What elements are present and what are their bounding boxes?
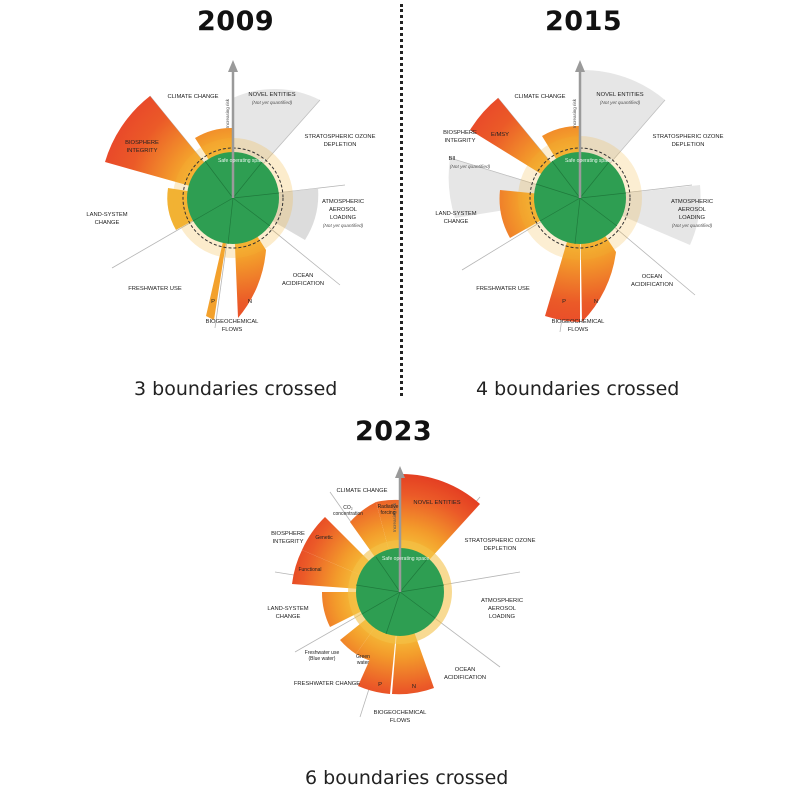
label-ocean-2: ACIDIFICATION	[282, 281, 324, 287]
inner-spokes	[192, 160, 280, 245]
label-land-1: LAND-SYSTEM	[86, 212, 127, 218]
label-bio-2: FLOWS	[568, 327, 589, 333]
label-aerosol-3: LOADING	[330, 215, 357, 221]
label-co2-b: concentration	[333, 511, 363, 517]
label-land-2: CHANGE	[95, 220, 120, 226]
label-biosphere-1: BIOSPHERE	[271, 531, 305, 537]
year-title-2009: 2009	[197, 6, 275, 37]
label-aerosol-2: AEROSOL	[678, 207, 707, 213]
label-land-2: CHANGE	[276, 614, 301, 620]
label-p: P	[378, 682, 382, 688]
label-biosphere-1: BIOSPHERE	[125, 140, 159, 146]
label-ozone-2: DEPLETION	[484, 546, 517, 552]
label-ozone-2: DEPLETION	[672, 142, 705, 148]
axis-arrowhead	[228, 60, 238, 72]
axis-label: Increasing risk	[225, 98, 230, 128]
label-bio-2: FLOWS	[222, 327, 243, 333]
label-radiative-2: forcing	[380, 510, 395, 516]
label-genetic: Genetic	[315, 535, 333, 541]
label-bio-1: BIOGEOCHEMICAL	[374, 710, 428, 716]
inner-spokes	[355, 556, 445, 635]
label-novel-sub: (Not yet quantified)	[252, 100, 293, 106]
diagram-2009: Increasing risk Safe operating space CLI…	[86, 60, 376, 333]
label-ocean-2: ACIDIFICATION	[631, 282, 673, 288]
label-n: N	[412, 684, 416, 690]
caption-2023: 6 boundaries crossed	[305, 767, 509, 789]
axis-label: Increasing risk	[392, 502, 397, 532]
label-green-2: water	[357, 660, 370, 666]
axis-arrowhead	[395, 466, 405, 478]
year-title-2023: 2023	[355, 416, 433, 447]
label-bio-1: BIOGEOCHEMICAL	[206, 319, 260, 325]
label-ozone-1: STRATOSPHERIC OZONE	[653, 134, 724, 140]
label-aerosol-1: ATMOSPHERIC	[481, 598, 523, 604]
label-functional: Functional	[298, 567, 321, 573]
label-aerosol-sub: (Not yet quantified)	[323, 223, 364, 229]
label-n: N	[594, 299, 598, 305]
label-green-1: Green	[356, 654, 370, 660]
label-blue-2: (Blue water)	[309, 656, 336, 662]
label-ocean-1: OCEAN	[455, 667, 476, 673]
label-ozone-1: STRATOSPHERIC OZONE	[305, 134, 376, 140]
label-biosphere-1: BIOSPHERE	[443, 130, 477, 136]
label-aerosol-2: AEROSOL	[329, 207, 358, 213]
label-blue-1: Freshwater use	[305, 650, 340, 656]
label-aerosol-sub: (Not yet quantified)	[672, 223, 713, 229]
label-novel-entities: NOVEL ENTITIES	[596, 92, 643, 98]
label-n: N	[248, 299, 252, 305]
label-freshwater: FRESHWATER USE	[128, 286, 182, 292]
safe-label: Safe operating space	[382, 556, 429, 562]
label-novel-entities: NOVEL ENTITIES	[248, 92, 295, 98]
label-aerosol-2: AEROSOL	[488, 606, 517, 612]
label-bio-1: BIOGEOCHEMICAL	[552, 319, 606, 325]
label-co2-a: CO₂	[343, 505, 353, 511]
label-ocean-1: OCEAN	[293, 273, 314, 279]
label-land-1: LAND-SYSTEM	[435, 211, 476, 217]
label-biosphere-2: INTEGRITY	[445, 138, 476, 144]
label-freshwater: FRESHWATER CHANGE	[294, 681, 360, 687]
axis-arrowhead	[575, 60, 585, 72]
vertical-dotted-divider	[400, 4, 403, 396]
label-p: P	[562, 299, 566, 305]
label-ocean-2: ACIDIFICATION	[444, 675, 486, 681]
caption-2009: 3 boundaries crossed	[134, 378, 338, 400]
label-emsy: E/MSY	[491, 132, 509, 138]
label-biosphere-2: INTEGRITY	[273, 539, 304, 545]
axis-label: Increasing risk	[572, 98, 577, 128]
safe-label: Safe operating space	[218, 158, 265, 164]
label-radiative-1: Radiative	[378, 504, 399, 510]
label-climate-change: CLIMATE CHANGE	[514, 94, 565, 100]
diagram-2023: Increasing risk Safe operating space CLI…	[267, 466, 536, 724]
label-bio-2: FLOWS	[390, 718, 411, 724]
label-aerosol-1: ATMOSPHERIC	[322, 199, 364, 205]
label-ozone-1: STRATOSPHERIC OZONE	[465, 538, 536, 544]
label-aerosol-3: LOADING	[489, 614, 516, 620]
label-ocean-1: OCEAN	[642, 274, 663, 280]
label-novel-entities: NOVEL ENTITIES	[413, 500, 460, 506]
label-novel-sub: (Not yet quantified)	[600, 100, 641, 106]
labels-2015: CLIMATE CHANGE NOVEL ENTITIES (Not yet q…	[435, 92, 723, 333]
label-land-1: LAND-SYSTEM	[267, 606, 308, 612]
year-title-2015: 2015	[545, 6, 623, 37]
label-climate-change: CLIMATE CHANGE	[336, 488, 387, 494]
labels-2009: CLIMATE CHANGE NOVEL ENTITIES (Not yet q…	[86, 92, 375, 333]
label-freshwater: FRESHWATER USE	[476, 286, 530, 292]
label-p: P	[211, 299, 215, 305]
label-bii: BII	[448, 156, 455, 162]
label-biosphere-2: INTEGRITY	[127, 148, 158, 154]
label-aerosol-1: ATMOSPHERIC	[671, 199, 713, 205]
caption-2015: 4 boundaries crossed	[476, 378, 680, 400]
inner-spokes	[535, 160, 627, 245]
label-ozone-2: DEPLETION	[324, 142, 357, 148]
label-climate-change: CLIMATE CHANGE	[167, 94, 218, 100]
safe-label: Safe operating space	[565, 158, 612, 164]
label-land-2: CHANGE	[444, 219, 469, 225]
label-bii-sub: (Not yet quantified)	[450, 164, 491, 170]
label-aerosol-3: LOADING	[679, 215, 706, 221]
labels-2023: CLIMATE CHANGE CO₂ concentration Radiati…	[267, 488, 535, 724]
diagram-2015: Increasing risk Safe operating space CLI…	[435, 60, 724, 333]
